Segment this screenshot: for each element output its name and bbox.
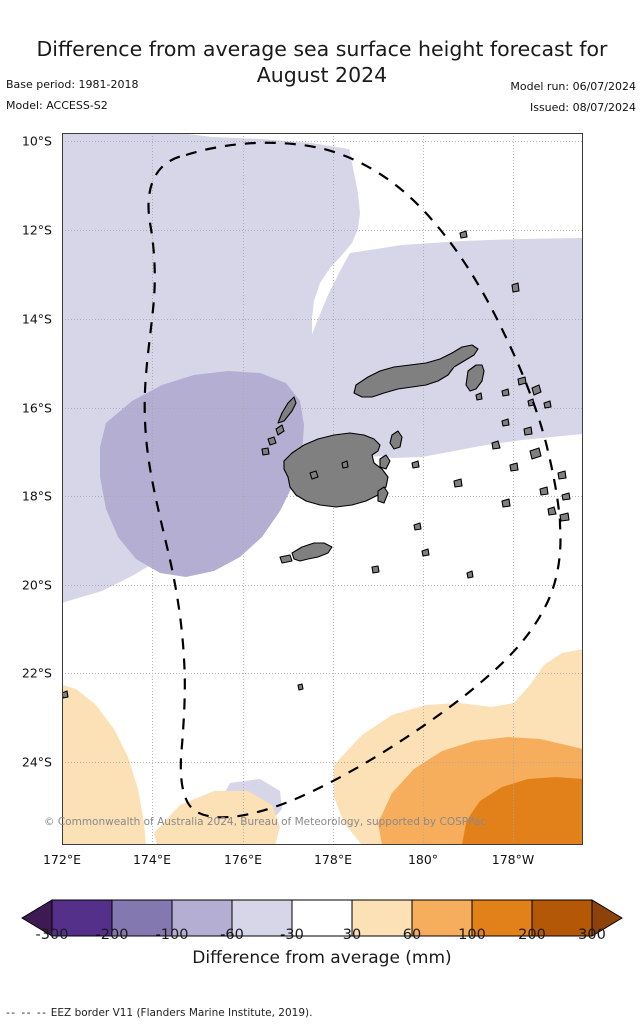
- ytick-label: 14°S: [21, 311, 52, 327]
- anomaly-contour-layer: [62, 133, 583, 845]
- islet-lau-14: [561, 492, 571, 501]
- xtick-label: 172°E: [42, 852, 81, 867]
- island-kadavu-2: [279, 554, 293, 564]
- xtick-label: 176°E: [223, 852, 262, 867]
- islet-lau-20: [421, 548, 430, 557]
- xtick-label: 178°E: [313, 852, 352, 867]
- islet-sw-1: [62, 690, 69, 699]
- islet-lau-6: [543, 400, 552, 409]
- colorbar-bin: [411, 899, 473, 937]
- sea-surface-height-anomaly-map: [62, 133, 583, 845]
- model-text: Model: ACCESS-S2: [6, 99, 108, 112]
- anomaly-band-neg60-neg30-ne: [296, 238, 583, 457]
- issued-text: Issued: 08/07/2024: [529, 101, 636, 114]
- ytick-label: 12°S: [21, 222, 52, 238]
- island-yasawa-3: [267, 436, 277, 446]
- anomaly-band-30-60-sw-edge: [62, 685, 146, 845]
- ytick-label: 10°S: [21, 133, 52, 149]
- islet-mid-4: [466, 570, 474, 579]
- model-run-text: Model run: 06/07/2024: [510, 80, 636, 93]
- island-vanua-levu: [353, 344, 479, 398]
- anomaly-band-100-200-core2: [460, 777, 583, 845]
- colorbar-tick-label: -100: [155, 927, 189, 943]
- islet-lau-9: [491, 440, 501, 450]
- map-plot[interactable]: [62, 133, 583, 845]
- island-ovalau: [389, 430, 403, 450]
- islet-lau-16: [547, 506, 557, 516]
- island-yasawa-2: [275, 424, 285, 436]
- colorbar-tick-label: -300: [35, 927, 69, 943]
- eez-border-path: [143, 141, 562, 819]
- island-small-b: [377, 486, 389, 504]
- xtick-label: 180°: [407, 852, 439, 867]
- colorbar-tick-label: 30: [342, 927, 362, 943]
- ytick-label: 18°S: [21, 488, 52, 504]
- colorbar-tick-label: 100: [458, 927, 486, 943]
- island-yasawa-4: [261, 447, 270, 456]
- ytick-label: 16°S: [21, 400, 52, 416]
- islet-lau-10: [529, 447, 542, 460]
- island-taveuni: [465, 364, 485, 392]
- islet-lau-12: [557, 470, 567, 480]
- base-period-text: Base period: 1981-2018: [6, 78, 139, 91]
- colorbar-bin: [231, 899, 293, 937]
- footer-legend: -- -- -- EEZ border V11 (Flanders Marine…: [6, 1007, 312, 1019]
- islet-lau-4: [531, 384, 542, 396]
- ytick-label: 22°S: [21, 665, 52, 681]
- anomaly-band-60-100-se-wrap: [424, 753, 583, 845]
- colorbar-tick-label: -30: [280, 927, 304, 943]
- colorbar[interactable]: -300 -200 -100 -60 -30 30 60 100 200 300…: [0, 896, 644, 1036]
- islet-mid-3: [297, 683, 304, 691]
- colorbar-extend-high: [591, 899, 623, 937]
- ytick-label: 20°S: [21, 577, 52, 593]
- footer-text: EEZ border V11 (Flanders Marine Institut…: [50, 1007, 313, 1019]
- islet-mid-2: [453, 478, 463, 488]
- islet-rotuma: [511, 282, 520, 293]
- island-yasawa-chain: [277, 396, 297, 424]
- map-canvas: [62, 133, 583, 845]
- colorbar-bin: [351, 899, 413, 937]
- colorbar-axis-label: Difference from average (mm): [192, 948, 452, 968]
- island-small-d: [309, 470, 319, 480]
- eez-border: [143, 141, 562, 819]
- island-viti-levu: [283, 432, 389, 508]
- page-title: Difference from average sea surface heig…: [36, 37, 608, 87]
- ytick-label: 24°S: [21, 754, 52, 770]
- anomaly-sliver-east-16s: [568, 409, 583, 433]
- eez-dash-sample: -- -- --: [6, 1007, 48, 1019]
- colorbar-tick-label: 60: [402, 927, 422, 943]
- island-kadavu: [291, 542, 333, 562]
- land-polygons: [62, 230, 571, 699]
- colorbar-bin: [111, 899, 173, 937]
- islet-mid-1: [411, 460, 420, 469]
- colorbar-bin: [531, 899, 593, 937]
- chart-header: Difference from average sea surface heig…: [0, 0, 644, 128]
- islet-north-1: [459, 230, 468, 239]
- colorbar-tick-label: 200: [518, 927, 546, 943]
- islet-lau-3: [517, 376, 527, 386]
- island-small-a: [379, 454, 391, 470]
- islet-lau-19: [371, 565, 380, 574]
- islet-lau-15: [501, 498, 511, 508]
- anomaly-band-neg100-neg60: [100, 371, 304, 577]
- colorbar-swatches: [21, 899, 623, 937]
- xtick-label: 174°E: [132, 852, 171, 867]
- colorbar-tick-label: -200: [95, 927, 129, 943]
- near-average-north-wedge: [180, 133, 583, 237]
- xtick-label: 178°W: [491, 852, 535, 867]
- islet-lau-11: [509, 462, 519, 472]
- islet-lau-7: [501, 418, 510, 427]
- islet-lau-1: [475, 392, 483, 401]
- colorbar-tick-label: -60: [220, 927, 244, 943]
- islet-lau-18: [413, 522, 422, 531]
- anomaly-band-30-60-sw-patch: [154, 791, 280, 845]
- islet-lau-2: [501, 388, 510, 397]
- islet-lau-8: [523, 426, 533, 436]
- colorbar-bin: [471, 899, 533, 937]
- island-small-c: [341, 460, 349, 469]
- map-credit: © Commonwealth of Australia 2024, Bureau…: [44, 816, 487, 828]
- colorbar-tick-label: 300: [578, 927, 606, 943]
- islet-lau-13: [539, 486, 549, 496]
